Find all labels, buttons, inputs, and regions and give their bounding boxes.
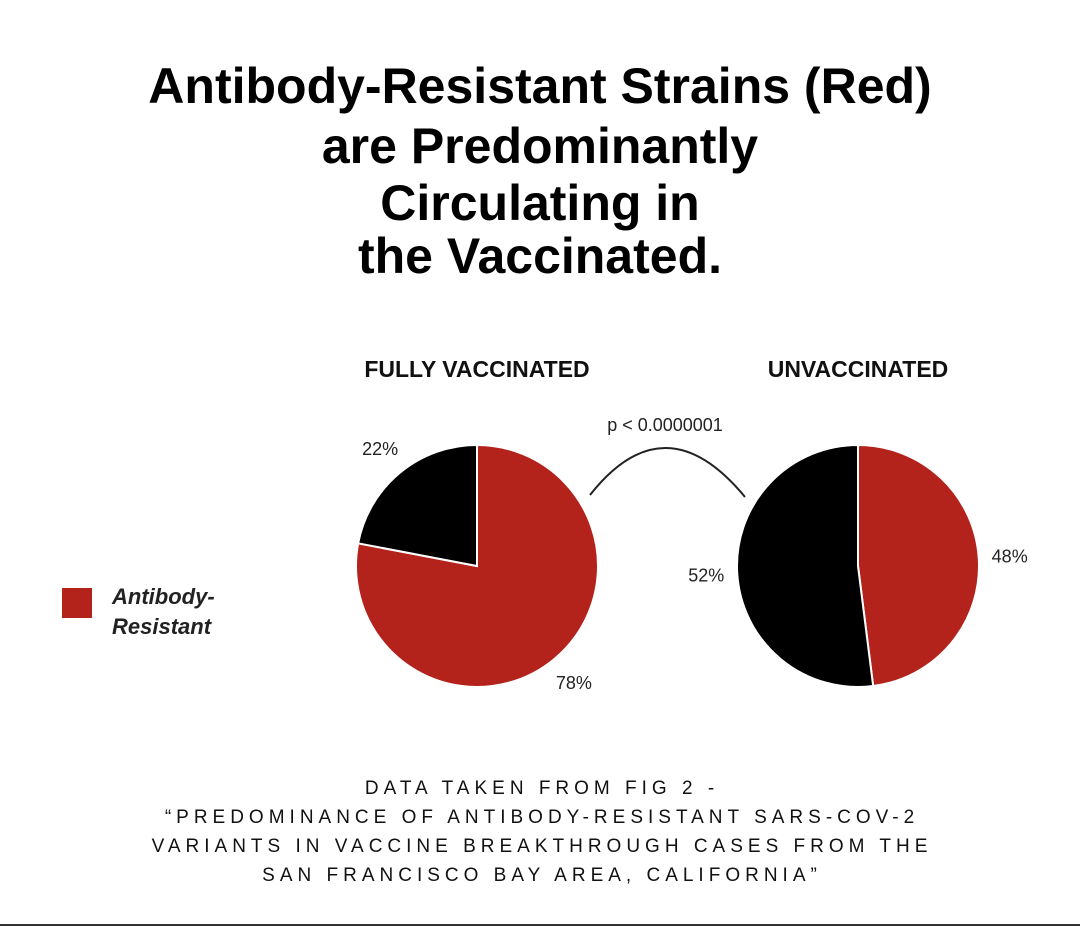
- pie-slice: [857, 443, 980, 688]
- title-line: Circulating in: [380, 175, 699, 231]
- pie-slice: [736, 443, 875, 688]
- pie-slice: [356, 443, 478, 568]
- title-line: Antibody-Resistant Strains (Red): [148, 58, 931, 114]
- connector-arc: [589, 447, 746, 498]
- footer-line: SAN FRANCISCO BAY AREA, CALIFORNIA”: [262, 865, 822, 886]
- value-label: 78%: [556, 673, 592, 693]
- footer-line: VARIANTS IN VACCINE BREAKTHROUGH CASES F…: [152, 836, 933, 857]
- title-line: the Vaccinated.: [358, 228, 722, 284]
- title-line: are Predominantly: [322, 118, 758, 174]
- pie-title: FULLY VACCINATED: [364, 356, 589, 382]
- footer-line: DATA TAKEN FROM FIG 2 -: [365, 778, 719, 799]
- pie-title: UNVACCINATED: [768, 356, 949, 382]
- value-label: 22%: [362, 439, 398, 459]
- p-value: p < 0.0000001: [607, 415, 723, 435]
- legend-swatch: [62, 588, 92, 618]
- value-label: 52%: [688, 566, 724, 586]
- value-label: 48%: [992, 546, 1028, 566]
- legend-label: Antibody-Resistant: [112, 584, 215, 639]
- footer-line: “PREDOMINANCE OF ANTIBODY-RESISTANT SARS…: [165, 807, 919, 828]
